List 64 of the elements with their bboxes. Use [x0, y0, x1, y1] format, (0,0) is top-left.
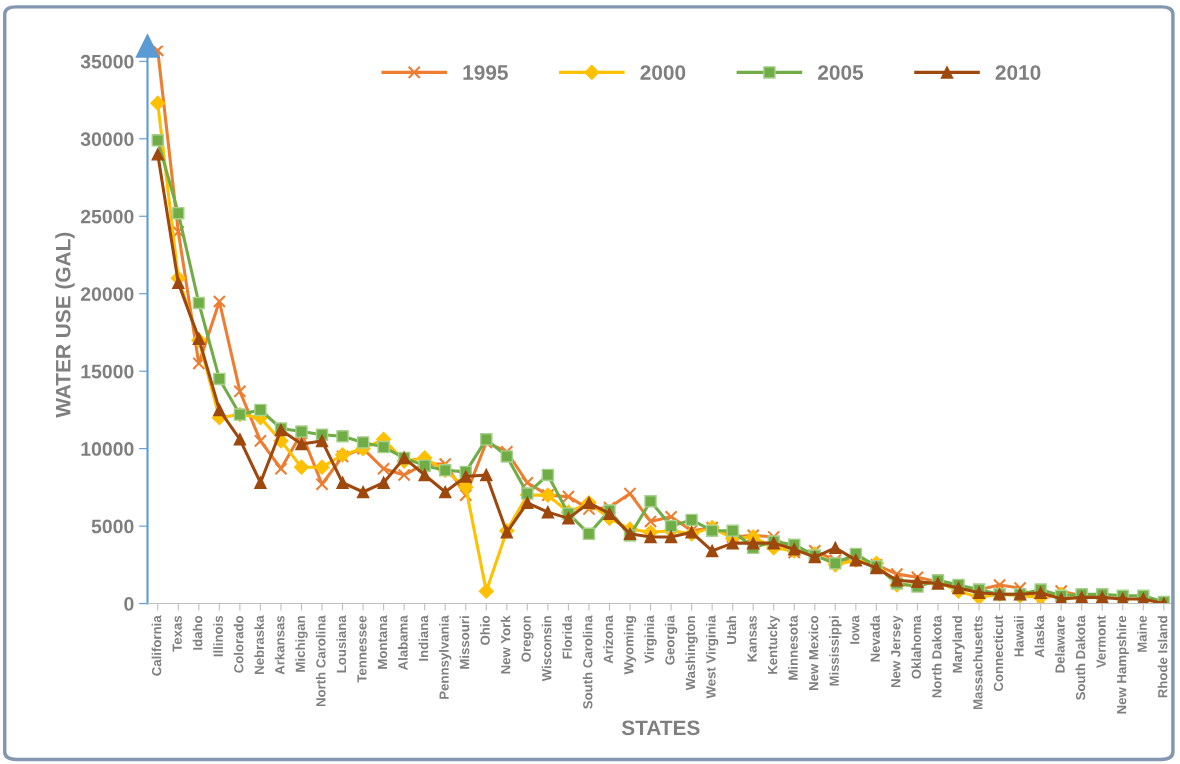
x-tick-label: Rhode Island [1157, 616, 1168, 698]
y-tick-label: 15000 [81, 364, 134, 379]
y-tick-label: 20000 [80, 287, 134, 301]
legend-label: 1995 [463, 65, 508, 80]
x-tick-label: New Mexico [808, 615, 819, 690]
x-tick-label: Missouri [459, 616, 470, 669]
x-tick-label: Hawaii [1013, 616, 1024, 657]
x-tick-label: California [151, 615, 162, 676]
x-tick-label: Maine [1137, 615, 1147, 652]
x-tick-label: Alaska [1034, 615, 1045, 658]
x-tick-label: Illinois [213, 615, 223, 657]
x-tick-label: Tennessee [357, 615, 367, 683]
x-tick-label: Mississippi [829, 616, 842, 686]
y-tick-label: 0 [124, 597, 134, 611]
x-tick-label: Oklahoma [911, 615, 921, 679]
x-tick-label: Idaho [192, 615, 203, 650]
x-tick-label: Nevada [870, 615, 880, 662]
x-tick-label: New Hampshire [1116, 615, 1129, 714]
x-tick-label: Wyoming [623, 616, 637, 675]
x-tick-label: North Dakota [931, 615, 942, 698]
y-axis-title: WATER USE (GAL) [55, 232, 75, 418]
x-tick-label: Montana [377, 615, 388, 669]
x-tick-label: Massachusetts [972, 615, 983, 710]
x-tick-label: Minnesota [788, 615, 798, 680]
x-tick-label: Pennsylvania [439, 615, 452, 699]
y-tick-label: 30000 [80, 132, 134, 147]
x-tick-label: Lousiana [336, 615, 347, 673]
x-tick-label: Michigan [295, 616, 308, 672]
x-tick-label: Iowa [850, 615, 860, 644]
legend-label: 2010 [995, 65, 1041, 80]
y-tick-label: 25000 [80, 209, 134, 224]
x-tick-label: New York [500, 615, 511, 674]
x-tick-label: Texas [172, 615, 182, 652]
legend-label: 2000 [640, 65, 686, 80]
x-tick-label: Maryland [952, 616, 965, 673]
legend-label: 2005 [818, 65, 864, 80]
x-tick-label: Utah [726, 616, 737, 644]
x-tick-label: South Dakota [1075, 615, 1086, 701]
x-tick-label: New Jersey [891, 615, 904, 688]
x-tick-label: Virginia [644, 615, 657, 664]
x-tick-label: Washington [685, 616, 698, 691]
x-tick-label: Arizona [603, 615, 614, 664]
x-tick-label: South Carolina [582, 615, 593, 709]
x-tick-label: West Virginia [705, 615, 719, 699]
x-tick-label: Vermont [1096, 615, 1106, 669]
x-tick-label: Ohio [480, 615, 490, 645]
x-tick-label: Oregon [521, 616, 534, 662]
x-tick-label: Delaware [1055, 615, 1065, 673]
x-tick-label: Indiana [418, 615, 429, 661]
x-tick-label: Alabama [398, 615, 408, 671]
x-tick-label: Kentucky [767, 615, 780, 674]
x-tick-label: Florida [562, 615, 572, 659]
x-tick-label: Wisconsin [541, 616, 552, 682]
x-tick-label: Kansas [747, 615, 757, 662]
x-tick-label: Arkansas [274, 615, 285, 675]
x-tick-label: Georgia [664, 615, 678, 665]
x-tick-label: Colorado [233, 615, 244, 673]
x-axis-title: STATES [621, 720, 700, 736]
x-tick-label: Nebraska [254, 615, 264, 674]
y-tick-label: 35000 [80, 54, 134, 69]
y-tick-label: 10000 [81, 442, 134, 456]
x-tick-label: Connecticut [993, 615, 1004, 692]
y-tick-label: 5000 [91, 519, 134, 534]
x-tick-label: North Carolina [315, 615, 326, 707]
